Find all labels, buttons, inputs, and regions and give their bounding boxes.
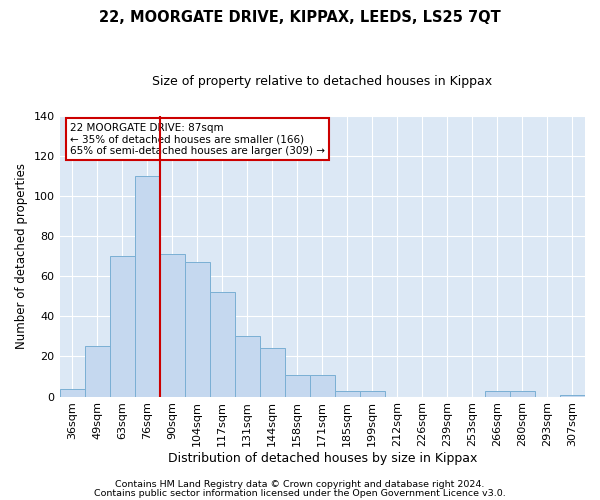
- Bar: [235, 336, 260, 396]
- Bar: [110, 256, 134, 396]
- Y-axis label: Number of detached properties: Number of detached properties: [15, 163, 28, 349]
- Text: Contains public sector information licensed under the Open Government Licence v3: Contains public sector information licen…: [94, 488, 506, 498]
- Text: 22, MOORGATE DRIVE, KIPPAX, LEEDS, LS25 7QT: 22, MOORGATE DRIVE, KIPPAX, LEEDS, LS25 …: [99, 10, 501, 25]
- Bar: [335, 390, 360, 396]
- Bar: [310, 374, 335, 396]
- Text: 22 MOORGATE DRIVE: 87sqm
← 35% of detached houses are smaller (166)
65% of semi-: 22 MOORGATE DRIVE: 87sqm ← 35% of detach…: [70, 122, 325, 156]
- Bar: [485, 390, 510, 396]
- Bar: [59, 388, 85, 396]
- Bar: [185, 262, 209, 396]
- Bar: [560, 394, 585, 396]
- Bar: [360, 390, 385, 396]
- Bar: [260, 348, 285, 397]
- Title: Size of property relative to detached houses in Kippax: Size of property relative to detached ho…: [152, 75, 493, 88]
- Text: Contains HM Land Registry data © Crown copyright and database right 2024.: Contains HM Land Registry data © Crown c…: [115, 480, 485, 489]
- Bar: [510, 390, 535, 396]
- Bar: [285, 374, 310, 396]
- Bar: [209, 292, 235, 397]
- X-axis label: Distribution of detached houses by size in Kippax: Distribution of detached houses by size …: [167, 452, 477, 465]
- Bar: [85, 346, 110, 397]
- Bar: [134, 176, 160, 396]
- Bar: [160, 254, 185, 396]
